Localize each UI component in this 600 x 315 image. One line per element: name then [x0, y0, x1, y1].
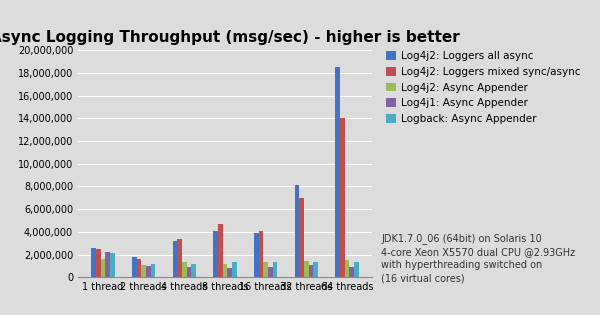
Bar: [313, 262, 318, 277]
Bar: [182, 262, 187, 277]
Bar: [218, 224, 223, 277]
Bar: [299, 198, 304, 277]
Bar: [173, 241, 178, 277]
Bar: [227, 267, 232, 277]
Bar: [304, 261, 308, 277]
Bar: [268, 267, 272, 277]
Bar: [295, 185, 299, 277]
Bar: [137, 259, 142, 277]
Bar: [101, 259, 106, 277]
Title: Async Logging Throughput (msg/sec) - higher is better: Async Logging Throughput (msg/sec) - hig…: [0, 30, 460, 45]
Bar: [272, 262, 277, 277]
Bar: [142, 265, 146, 277]
Legend: Log4j2: Loggers all async, Log4j2: Loggers mixed sync/async, Log4j2: Async Appen: Log4j2: Loggers all async, Log4j2: Logge…: [386, 51, 580, 124]
Bar: [214, 231, 218, 277]
Bar: [354, 262, 359, 277]
Bar: [232, 262, 236, 277]
Bar: [254, 233, 259, 277]
Bar: [132, 257, 137, 277]
Bar: [259, 231, 263, 277]
Bar: [91, 248, 96, 277]
Bar: [349, 267, 354, 277]
Bar: [223, 264, 227, 277]
Bar: [106, 252, 110, 277]
Bar: [178, 239, 182, 277]
Bar: [151, 264, 155, 277]
Bar: [187, 267, 191, 277]
Bar: [263, 262, 268, 277]
Bar: [110, 253, 115, 277]
Bar: [191, 264, 196, 277]
Bar: [308, 265, 313, 277]
Bar: [340, 118, 344, 277]
Text: JDK1.7.0_06 (64bit) on Solaris 10
4-core Xeon X5570 dual CPU @2.93GHz
with hyper: JDK1.7.0_06 (64bit) on Solaris 10 4-core…: [381, 233, 575, 284]
Bar: [335, 67, 340, 277]
Bar: [344, 260, 349, 277]
Bar: [96, 249, 101, 277]
Bar: [146, 266, 151, 277]
